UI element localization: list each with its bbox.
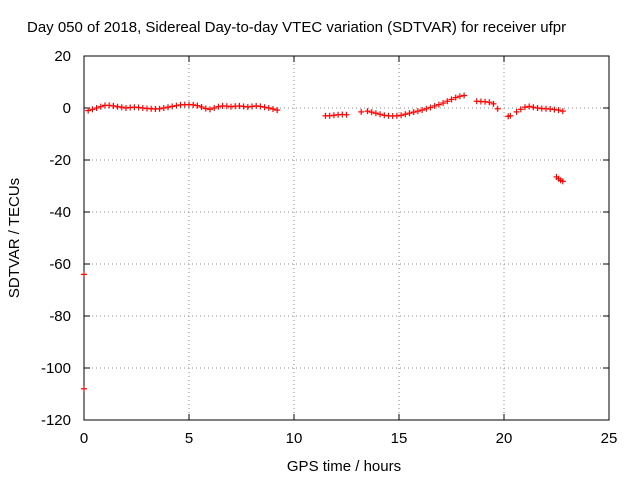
grid-lines <box>84 56 609 420</box>
data-point <box>402 111 409 118</box>
data-point <box>423 105 430 112</box>
data-point <box>435 101 442 108</box>
data-point <box>270 106 276 113</box>
data-point <box>257 103 264 110</box>
data-point <box>559 108 566 115</box>
x-tick-label: 20 <box>496 430 513 447</box>
data-point <box>526 103 533 110</box>
x-tick-label: 10 <box>286 430 303 447</box>
data-point <box>406 110 413 117</box>
data-point <box>81 271 87 278</box>
x-tick-labels: 0 5 10 15 20 25 <box>80 430 618 447</box>
data-point <box>265 105 272 111</box>
data-point <box>486 99 493 106</box>
y-tick-label: -40 <box>49 204 71 221</box>
data-point <box>215 103 222 110</box>
x-axis-label: GPS time / hours <box>287 458 401 475</box>
y-tick-label: -20 <box>49 152 71 169</box>
axis-ticks <box>83 55 610 421</box>
data-point <box>261 104 268 111</box>
data-point <box>522 104 528 111</box>
data-point <box>198 103 205 110</box>
data-point <box>372 110 379 117</box>
data-point <box>517 106 524 113</box>
data-point <box>530 104 537 111</box>
data-point <box>559 178 566 185</box>
data-point <box>194 102 201 109</box>
y-tick-label: -60 <box>49 256 71 273</box>
data-point <box>89 106 96 113</box>
data-point <box>448 96 455 103</box>
plot-frame <box>83 55 610 421</box>
data-point <box>110 102 117 109</box>
data-point <box>190 101 197 108</box>
data-point <box>211 105 218 111</box>
data-point <box>452 94 459 101</box>
y-tick-labels: 20 0 -20 -40 -60 -80 -100 -120 <box>41 48 71 429</box>
data-point <box>364 108 371 115</box>
chart-title: Day 050 of 2018, Sidereal Day-to-day VTE… <box>27 19 566 36</box>
data-point <box>419 107 426 114</box>
data-point <box>410 109 417 116</box>
data-point <box>377 111 384 118</box>
data-point <box>160 105 167 111</box>
data-point <box>118 104 125 111</box>
data-point <box>431 102 438 109</box>
data-point <box>358 108 365 115</box>
data-point <box>165 104 171 111</box>
data-point <box>461 92 468 99</box>
data-point <box>85 107 92 114</box>
y-axis-label: SDTVAR / TECUs <box>6 178 23 298</box>
y-tick-label: 20 <box>54 48 71 65</box>
data-point <box>274 107 281 114</box>
x-tick-label: 0 <box>80 430 88 447</box>
data-point <box>156 105 163 112</box>
data-point <box>343 111 350 118</box>
x-tick-label: 25 <box>601 430 618 447</box>
data-point <box>169 103 176 110</box>
data-point <box>456 93 463 100</box>
y-tick-label: 0 <box>63 100 71 117</box>
y-tick-label: -80 <box>49 308 71 325</box>
data-point <box>507 112 514 119</box>
data-point <box>93 105 100 111</box>
data-point <box>368 109 375 116</box>
x-tick-label: 5 <box>185 430 193 447</box>
data-point <box>207 106 213 113</box>
data-point <box>202 105 209 112</box>
data-point <box>414 108 421 115</box>
y-tick-label: -120 <box>41 412 71 429</box>
y-tick-label: -100 <box>41 360 71 377</box>
data-point <box>440 100 447 107</box>
data-point <box>513 108 520 115</box>
data-point <box>81 385 87 392</box>
data-point <box>427 104 434 111</box>
x-tick-label: 15 <box>391 430 408 447</box>
data-point <box>173 102 180 109</box>
data-point <box>398 112 405 119</box>
data-point <box>494 105 501 112</box>
data-point <box>444 98 451 105</box>
data-point <box>490 100 497 107</box>
data-point <box>97 103 104 110</box>
data-points <box>81 92 566 392</box>
data-point <box>555 107 562 114</box>
